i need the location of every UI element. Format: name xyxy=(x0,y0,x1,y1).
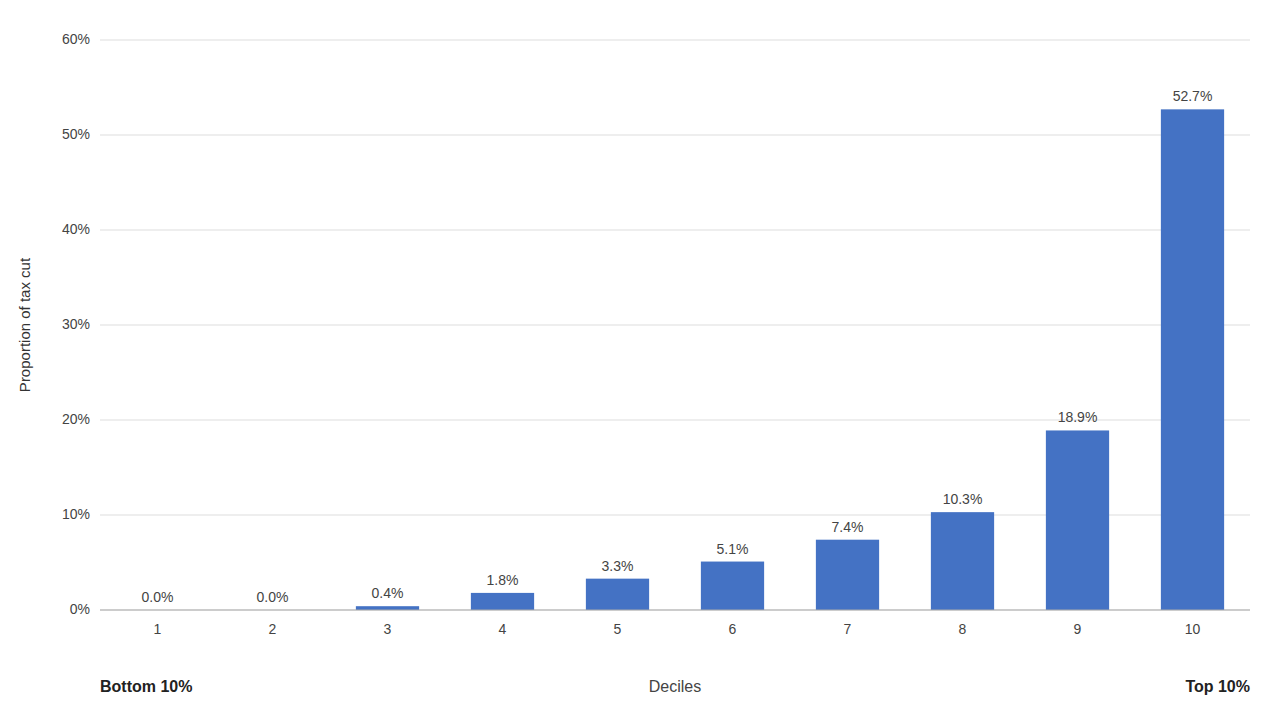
bar xyxy=(1161,109,1224,610)
data-label: 1.8% xyxy=(487,572,519,588)
y-axis-label: Proportion of tax cut xyxy=(16,257,33,392)
x-tick-label: 8 xyxy=(959,621,967,637)
bar xyxy=(701,562,764,610)
data-label: 0.0% xyxy=(142,589,174,605)
x-tick-label: 3 xyxy=(384,621,392,637)
annotation: Bottom 10% xyxy=(100,678,192,695)
y-tick-label: 40% xyxy=(62,221,90,237)
bars xyxy=(356,109,1224,610)
data-label: 7.4% xyxy=(832,519,864,535)
bar xyxy=(1046,430,1109,610)
grid-line xyxy=(100,135,1250,136)
y-tick-label: 50% xyxy=(62,126,90,142)
x-tick-label: 6 xyxy=(729,621,737,637)
bar xyxy=(471,593,534,610)
bar xyxy=(816,540,879,610)
x-tick-label: 1 xyxy=(154,621,162,637)
y-tick-label: 0% xyxy=(70,601,90,617)
x-axis-line xyxy=(100,610,1250,611)
x-tick-label: 7 xyxy=(844,621,852,637)
bar xyxy=(356,606,419,610)
data-label: 0.4% xyxy=(372,585,404,601)
data-label: 10.3% xyxy=(943,491,983,507)
data-label: 0.0% xyxy=(257,589,289,605)
x-axis-label: Deciles xyxy=(649,678,701,695)
data-labels: 0.0% 0.0% 0.4% 1.8% 3.3% 5.1% 7.4% 10.3% 18.9% 52… xyxy=(142,88,1213,605)
grid xyxy=(100,40,1250,610)
x-tick-label: 10 xyxy=(1185,621,1201,637)
data-label: 18.9% xyxy=(1058,409,1098,425)
data-label: 52.7% xyxy=(1173,88,1213,104)
x-tick-label: 9 xyxy=(1074,621,1082,637)
y-tick-label: 60% xyxy=(62,31,90,47)
x-tick-label: 5 xyxy=(614,621,622,637)
y-axis: 0% 10% 20% 30% 40% 50% 60% xyxy=(62,31,90,617)
y-tick-label: 10% xyxy=(62,506,90,522)
grid-line xyxy=(100,230,1250,231)
chart-svg: 0% 10% 20% 30% 40% 50% 60% 0.0% 0.0% 0.4% 1.8% 3.3%… xyxy=(0,0,1280,720)
chart-container: 0% 10% 20% 30% 40% 50% 60% 0.0% 0.0% 0.4% 1.8% 3.3%… xyxy=(0,0,1280,720)
x-tick-label: 2 xyxy=(269,621,277,637)
annotation: Top 10% xyxy=(1185,678,1250,695)
grid-line xyxy=(100,325,1250,326)
data-label: 3.3% xyxy=(602,558,634,574)
bar xyxy=(586,579,649,610)
grid-line xyxy=(100,610,1250,611)
y-tick-label: 20% xyxy=(62,411,90,427)
grid-line xyxy=(100,40,1250,41)
x-tick-label: 4 xyxy=(499,621,507,637)
y-tick-label: 30% xyxy=(62,316,90,332)
bar xyxy=(931,512,994,610)
data-label: 5.1% xyxy=(717,541,749,557)
x-axis: 1 2 3 4 5 6 7 8 9 10 xyxy=(154,621,1201,637)
